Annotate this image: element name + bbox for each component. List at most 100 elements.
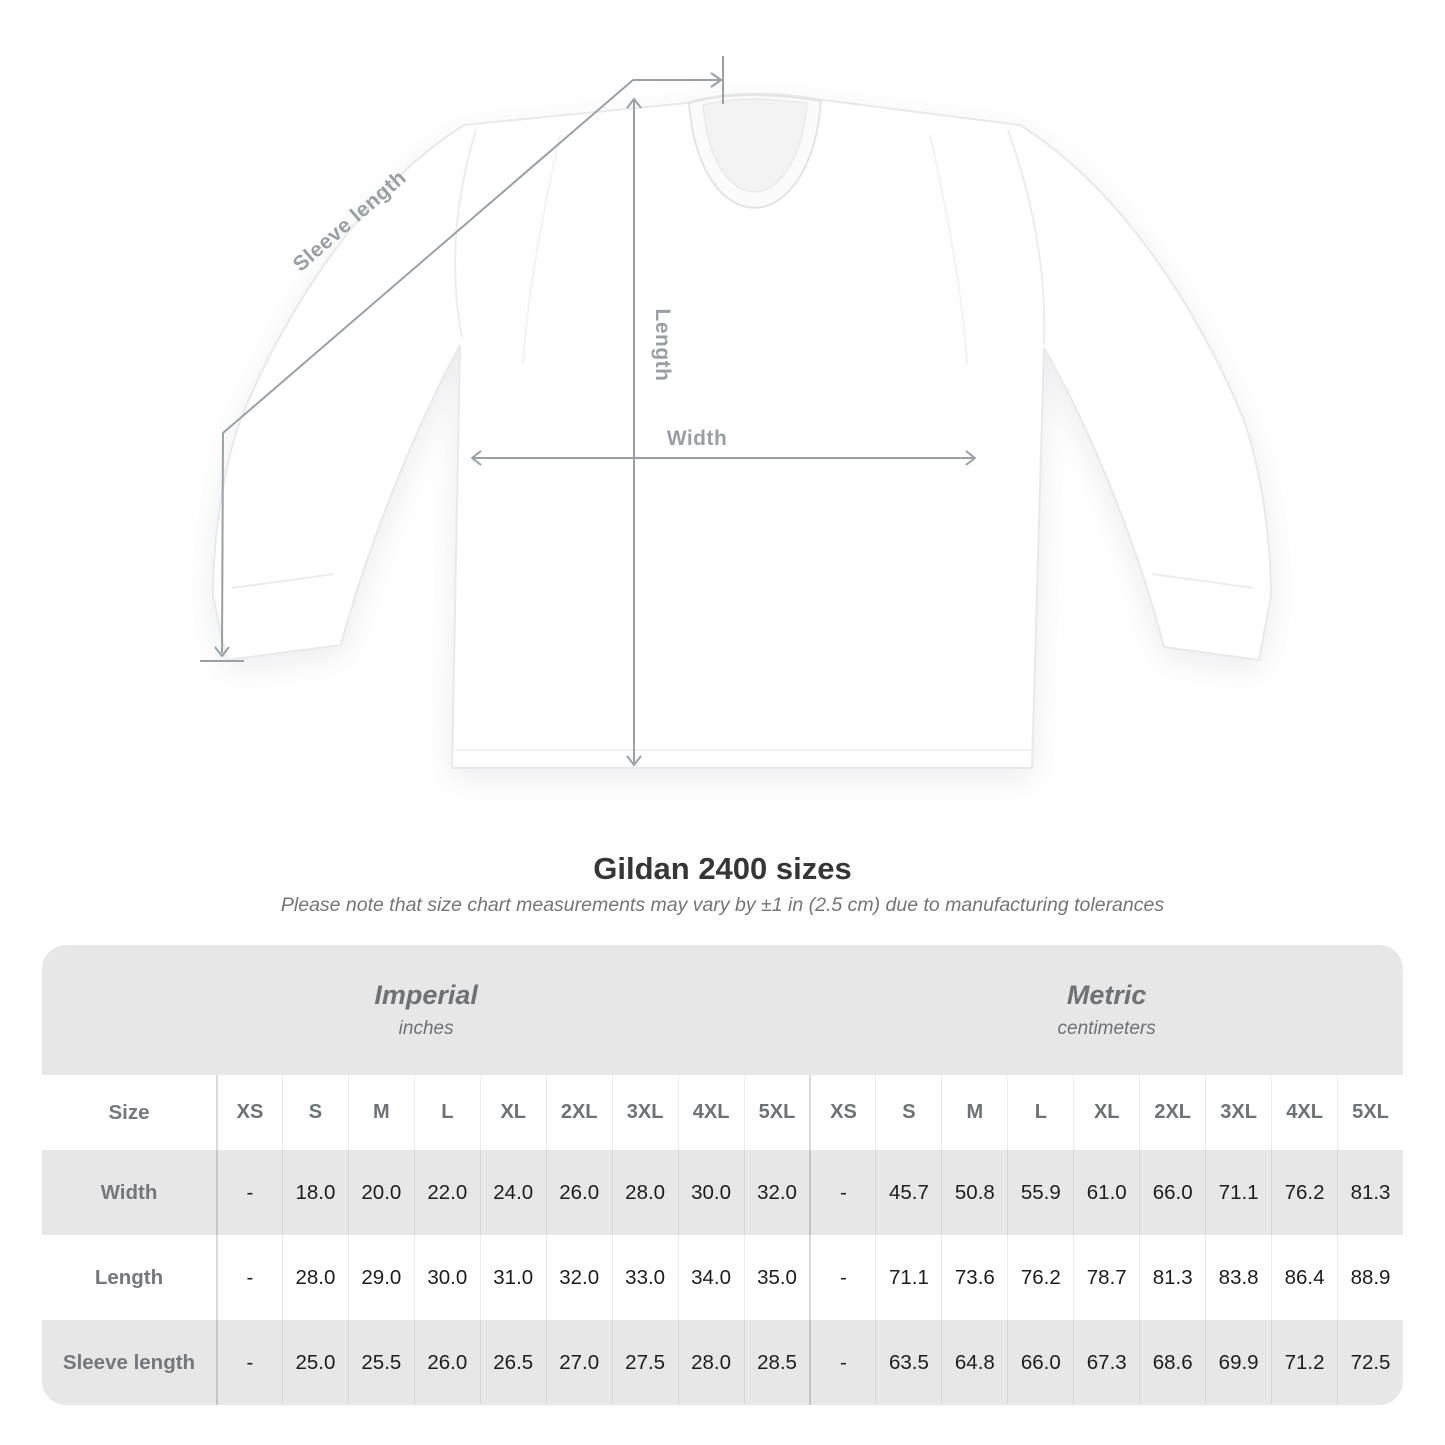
imperial-label: Imperial xyxy=(374,980,478,1010)
metric-value-cell: 45.7 xyxy=(875,1150,941,1235)
metric-value-cell: 69.9 xyxy=(1205,1320,1271,1405)
length-dimension-line xyxy=(626,98,642,766)
size-header-row: Size XS S M L XL 2XL 3XL 4XL 5XL XS S M L XL 2XL 3XL 4XL 5… xyxy=(42,1075,1403,1150)
size-col-imperial-m: M xyxy=(347,1075,414,1150)
metric-value-cell: 66.0 xyxy=(1139,1150,1205,1235)
units-header-band: Imperial inches Metric centimeters xyxy=(42,945,1403,1075)
size-col-imperial-2xl: 2XL xyxy=(545,1075,612,1150)
imperial-value-cell: 28.0 xyxy=(677,1320,744,1405)
metric-value-cell: 61.0 xyxy=(1073,1150,1139,1235)
imperial-value-cell: 27.5 xyxy=(611,1320,678,1405)
imperial-value-cell: 22.0 xyxy=(413,1150,480,1235)
metric-value-cell: - xyxy=(809,1320,875,1405)
imperial-value-cell: 31.0 xyxy=(479,1235,546,1320)
metric-value-cell: 71.1 xyxy=(1205,1150,1271,1235)
size-col-imperial-4xl: 4XL xyxy=(677,1075,744,1150)
measurement-row: Sleeve length -25.0 25.5 26.0 26.5 27.0 27.5 28… xyxy=(42,1320,1403,1405)
imperial-value-cell: - xyxy=(216,1320,282,1405)
metric-value-cell: - xyxy=(809,1235,875,1320)
size-col-imperial-xs: XS xyxy=(216,1075,282,1150)
measurement-row: Length -28.0 29.0 30.0 31.0 32.0 33.0 34.0 35.0-… xyxy=(42,1235,1403,1320)
metric-value-cell: 83.8 xyxy=(1205,1235,1271,1320)
size-col-metric-xs: XS xyxy=(809,1075,875,1150)
width-label: Width xyxy=(667,427,728,450)
measurement-row-label: Sleeve length xyxy=(62,1350,196,1374)
metric-value-cell: 73.6 xyxy=(941,1235,1007,1320)
size-col-metric-m: M xyxy=(941,1075,1007,1150)
metric-label: Metric xyxy=(1066,980,1147,1010)
metric-value-cell: 88.9 xyxy=(1337,1235,1403,1320)
imperial-value-cell: 32.0 xyxy=(743,1150,810,1235)
metric-value-cell: - xyxy=(809,1150,875,1235)
metric-value-cell: 71.1 xyxy=(875,1235,941,1320)
shirt-size-diagram: Sleeve length Length Width xyxy=(200,56,1272,769)
width-dimension-line xyxy=(471,450,976,466)
imperial-value-cell: 28.0 xyxy=(281,1235,348,1320)
metric-value-cell: 71.2 xyxy=(1271,1320,1337,1405)
metric-value-cell: 76.2 xyxy=(1271,1150,1337,1235)
size-col-metric-xl: XL xyxy=(1073,1075,1139,1150)
metric-value-cell: 67.3 xyxy=(1073,1320,1139,1405)
page-title: Gildan 2400 sizes xyxy=(593,851,852,886)
imperial-value-cell: 25.5 xyxy=(347,1320,414,1405)
imperial-value-cell: 32.0 xyxy=(545,1235,612,1320)
imperial-value-cell: - xyxy=(216,1150,282,1235)
metric-value-cell: 72.5 xyxy=(1337,1320,1403,1405)
imperial-value-cell: 26.0 xyxy=(545,1150,612,1235)
measurement-lines xyxy=(200,56,976,766)
imperial-value-cell: 28.0 xyxy=(611,1150,678,1235)
metric-value-cell: 76.2 xyxy=(1007,1235,1073,1320)
metric-units-label: centimeters xyxy=(1057,1018,1156,1039)
measurement-row-label: Width xyxy=(100,1180,158,1204)
imperial-value-cell: 29.0 xyxy=(347,1235,414,1320)
measurement-row-label: Length xyxy=(94,1265,164,1289)
imperial-value-cell: - xyxy=(216,1235,282,1320)
size-col-imperial-l: L xyxy=(413,1075,480,1150)
imperial-value-cell: 27.0 xyxy=(545,1320,612,1405)
size-col-metric-4xl: 4XL xyxy=(1271,1075,1337,1150)
imperial-value-cell: 25.0 xyxy=(281,1320,348,1405)
metric-value-cell: 78.7 xyxy=(1073,1235,1139,1320)
imperial-value-cell: 28.5 xyxy=(743,1320,810,1405)
size-col-metric-s: S xyxy=(875,1075,941,1150)
metric-value-cell: 81.3 xyxy=(1337,1150,1403,1235)
tolerance-note: Please note that size chart measurements… xyxy=(280,894,1165,916)
imperial-value-cell: 24.0 xyxy=(479,1150,546,1235)
size-col-metric-5xl: 5XL xyxy=(1337,1075,1403,1150)
size-col-imperial-xl: XL xyxy=(479,1075,546,1150)
size-col-imperial-3xl: 3XL xyxy=(611,1075,678,1150)
imperial-units-label: inches xyxy=(398,1018,454,1039)
size-col-metric-2xl: 2XL xyxy=(1139,1075,1205,1150)
metric-value-cell: 81.3 xyxy=(1139,1235,1205,1320)
size-grid: Size XS S M L XL 2XL 3XL 4XL 5XL XS S M L XL 2XL 3XL 4XL 5… xyxy=(42,1075,1403,1405)
metric-value-cell: 64.8 xyxy=(941,1320,1007,1405)
metric-value-cell: 66.0 xyxy=(1007,1320,1073,1405)
size-table: Imperial inches Metric centimeters Size X… xyxy=(42,945,1403,1405)
imperial-value-cell: 26.5 xyxy=(479,1320,546,1405)
metric-value-cell: 86.4 xyxy=(1271,1235,1337,1320)
imperial-value-cell: 34.0 xyxy=(677,1235,744,1320)
size-column-header: Size xyxy=(108,1100,150,1124)
metric-section-header: Metric centimeters xyxy=(810,945,1403,1075)
imperial-value-cell: 30.0 xyxy=(413,1235,480,1320)
imperial-value-cell: 33.0 xyxy=(611,1235,678,1320)
imperial-value-cell: 18.0 xyxy=(281,1150,348,1235)
metric-value-cell: 68.6 xyxy=(1139,1320,1205,1405)
imperial-value-cell: 30.0 xyxy=(677,1150,744,1235)
sleeve-length-dimension-line xyxy=(200,56,724,662)
length-label: Length xyxy=(651,309,674,382)
measurement-row: Width -18.0 20.0 22.0 24.0 26.0 28.0 30.0 32.0-4… xyxy=(42,1150,1403,1235)
imperial-value-cell: 35.0 xyxy=(743,1235,810,1320)
size-col-imperial-5xl: 5XL xyxy=(743,1075,810,1150)
imperial-value-cell: 26.0 xyxy=(413,1320,480,1405)
imperial-value-cell: 20.0 xyxy=(347,1150,414,1235)
metric-value-cell: 55.9 xyxy=(1007,1150,1073,1235)
imperial-section-header: Imperial inches xyxy=(42,945,810,1075)
metric-value-cell: 50.8 xyxy=(941,1150,1007,1235)
size-col-metric-3xl: 3XL xyxy=(1205,1075,1271,1150)
long-sleeve-shirt-illustration xyxy=(212,92,1272,769)
size-col-imperial-s: S xyxy=(281,1075,348,1150)
size-col-metric-l: L xyxy=(1007,1075,1073,1150)
metric-value-cell: 63.5 xyxy=(875,1320,941,1405)
